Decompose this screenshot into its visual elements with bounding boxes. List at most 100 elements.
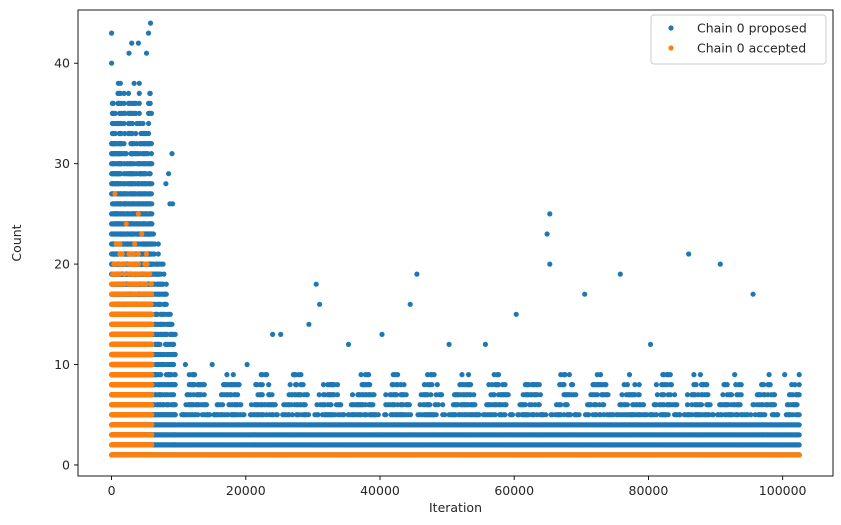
proposed-point [129,120,136,127]
proposed-point [440,402,446,408]
proposed-point [121,90,127,96]
proposed-point [203,402,210,408]
proposed-point [117,80,123,86]
proposed-point [472,402,478,408]
proposed-point [509,412,516,418]
proposed-point [118,130,124,137]
proposed-point [272,402,278,408]
proposed-point [136,100,142,106]
proposed-point [158,372,164,378]
proposed-point [171,341,177,347]
proposed-point [149,201,155,207]
proposed-point [334,392,341,398]
proposed-point [172,382,178,388]
proposed-point [241,412,247,418]
proposed-point [148,191,154,197]
proposed-point [495,372,502,378]
proposed-point [122,130,128,137]
proposed-point [287,382,293,388]
proposed-point [129,130,135,137]
proposed-point [298,372,304,378]
proposed-point [167,311,173,317]
proposed-point [334,382,341,388]
proposed-point [328,402,334,408]
proposed-point [133,130,139,137]
proposed-point [201,392,207,398]
proposed-point [371,392,377,398]
proposed-point [148,151,154,157]
proposed-point [149,161,155,167]
proposed-point [259,392,265,398]
proposed-point [274,412,280,418]
proposed-point [238,402,244,408]
proposed-point [172,331,178,337]
proposed-point [201,382,207,388]
proposed-point [147,171,153,177]
proposed-point [146,130,152,137]
proposed-point [338,402,344,408]
proposed-point [266,382,272,388]
proposed-point [367,382,373,388]
proposed-point [431,372,437,378]
proposed-point [171,361,177,368]
proposed-point [459,372,465,378]
proposed-point [395,372,401,378]
proposed-point [224,372,230,378]
proposed-point [401,382,407,388]
proposed-point [502,412,508,418]
proposed-point [136,90,142,96]
proposed-point [433,412,439,418]
proposed-point [160,261,166,267]
proposed-point [349,392,356,398]
proposed-point [230,372,236,378]
proposed-point [123,151,129,157]
plot-area [78,10,833,476]
proposed-point [155,251,161,257]
proposed-point [406,402,412,408]
proposed-point [112,110,118,116]
proposed-point [302,402,308,408]
proposed-point [163,281,169,287]
proposed-point [264,372,270,378]
axes-background [78,10,833,476]
proposed-point [149,211,155,217]
proposed-point [427,402,433,408]
proposed-point [121,120,127,127]
proposed-point [269,392,275,398]
proposed-point [121,141,127,147]
proposed-point [172,402,178,408]
proposed-point [163,291,169,297]
proposed-point [121,100,127,106]
proposed-point [110,100,116,106]
proposed-point [471,392,477,398]
proposed-point [150,231,156,237]
proposed-point [171,392,177,398]
proposed-point [505,392,511,398]
proposed-point [172,412,178,418]
proposed-point [192,372,198,378]
proposed-point [305,412,312,418]
proposed-point [502,382,508,388]
proposed-point [172,351,178,358]
proposed-point [503,402,509,408]
proposed-point [163,301,169,307]
proposed-point [136,110,142,116]
proposed-point [300,382,306,388]
proposed-point [133,110,139,116]
proposed-point [366,372,372,378]
proposed-point [370,402,376,408]
proposed-point [117,90,123,96]
proposed-point [383,412,389,418]
proposed-point [259,382,265,388]
proposed-point [220,402,226,408]
proposed-point [148,141,154,147]
proposed-point [133,100,139,106]
proposed-point [146,120,152,127]
proposed-point [147,100,153,106]
proposed-point [136,80,142,86]
proposed-point [429,382,435,388]
proposed-point [125,90,132,96]
proposed-point [149,221,155,227]
proposed-point [407,412,414,418]
proposed-point [131,80,137,86]
